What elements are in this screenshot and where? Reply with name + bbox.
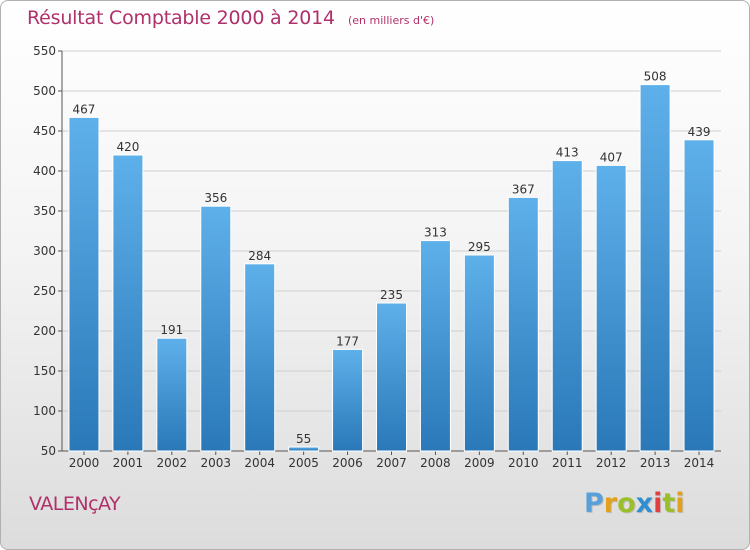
bar-value-label: 191 [160, 323, 183, 337]
bar-value-label: 467 [73, 102, 96, 116]
bar-value-label: 284 [248, 249, 271, 263]
data-labels: 467 420 191 356 284 55 177 235 313 295 367 413 407 50… [73, 70, 711, 446]
logo-letter: P [584, 488, 604, 519]
bar [507, 196, 539, 452]
bar-value-label: 439 [688, 125, 711, 139]
y-tick-label: 400 [33, 164, 56, 178]
y-tick-label: 450 [33, 124, 56, 138]
bar-value-label: 356 [204, 191, 227, 205]
x-tick-label: 2012 [596, 456, 627, 470]
logo-letter: x [635, 488, 654, 519]
bar [419, 240, 451, 452]
y-tick-label: 50 [41, 444, 56, 458]
bar-value-label: 367 [512, 182, 535, 196]
bar [639, 84, 671, 452]
bar [595, 164, 627, 452]
bar-value-label: 235 [380, 288, 403, 302]
x-tick-label: 2008 [420, 456, 451, 470]
y-tick-label: 550 [33, 44, 56, 58]
bar-value-label: 313 [424, 226, 447, 240]
logo-letter: i [653, 488, 663, 519]
chart-title: Résultat Comptable 2000 à 2014 [27, 7, 335, 29]
bar-value-label: 407 [600, 150, 623, 164]
bar [68, 116, 100, 452]
x-tick-label: 2011 [552, 456, 583, 470]
proxiti-logo: Proxiti [584, 488, 685, 519]
bar-value-label: 55 [296, 432, 311, 446]
bar [376, 302, 407, 452]
bar-value-label: 177 [336, 334, 359, 348]
bar-value-label: 413 [556, 146, 579, 160]
x-tick-label: 2009 [464, 456, 495, 470]
bar [683, 139, 715, 452]
x-tick-label: 2000 [69, 456, 100, 470]
x-tick-label: 2004 [244, 456, 275, 470]
y-tick-label: 200 [33, 324, 56, 338]
bar [200, 205, 232, 452]
y-tick-label: 500 [33, 84, 56, 98]
bar-value-label: 420 [116, 140, 139, 154]
x-tick-label: 2002 [157, 456, 188, 470]
x-tick-label: 2013 [640, 456, 671, 470]
logo-letter: t [662, 488, 676, 519]
y-tick-label: 350 [33, 204, 56, 218]
bar [112, 154, 144, 452]
logo-letter: r [603, 488, 618, 519]
x-tick-label: 2007 [376, 456, 407, 470]
y-tick-label: 150 [33, 364, 56, 378]
chart-unit: (en milliers d'€) [347, 14, 435, 27]
y-tick-label: 250 [33, 284, 56, 298]
bar-value-label: 295 [468, 240, 491, 254]
bar [332, 348, 364, 452]
logo-letter: o [617, 488, 636, 519]
bar [156, 337, 188, 452]
x-tick-label: 2005 [288, 456, 319, 470]
bars [68, 84, 715, 452]
city-name: VALENçAY [29, 493, 121, 515]
logo-letter: i [675, 488, 685, 519]
y-tick-label: 300 [33, 244, 56, 258]
title-row: Résultat Comptable 2000 à 2014 (en milli… [27, 7, 434, 29]
x-tick-label: 2001 [113, 456, 144, 470]
bar-value-label: 508 [644, 70, 667, 84]
x-tick-label: 2010 [508, 456, 539, 470]
x-tick-label: 2003 [200, 456, 231, 470]
x-tick-label: 2014 [684, 456, 715, 470]
y-tick-label: 100 [33, 404, 56, 418]
x-tick-label: 2006 [332, 456, 363, 470]
bar [463, 254, 495, 452]
bar [244, 263, 276, 452]
bar [551, 160, 583, 452]
bar [288, 446, 320, 452]
